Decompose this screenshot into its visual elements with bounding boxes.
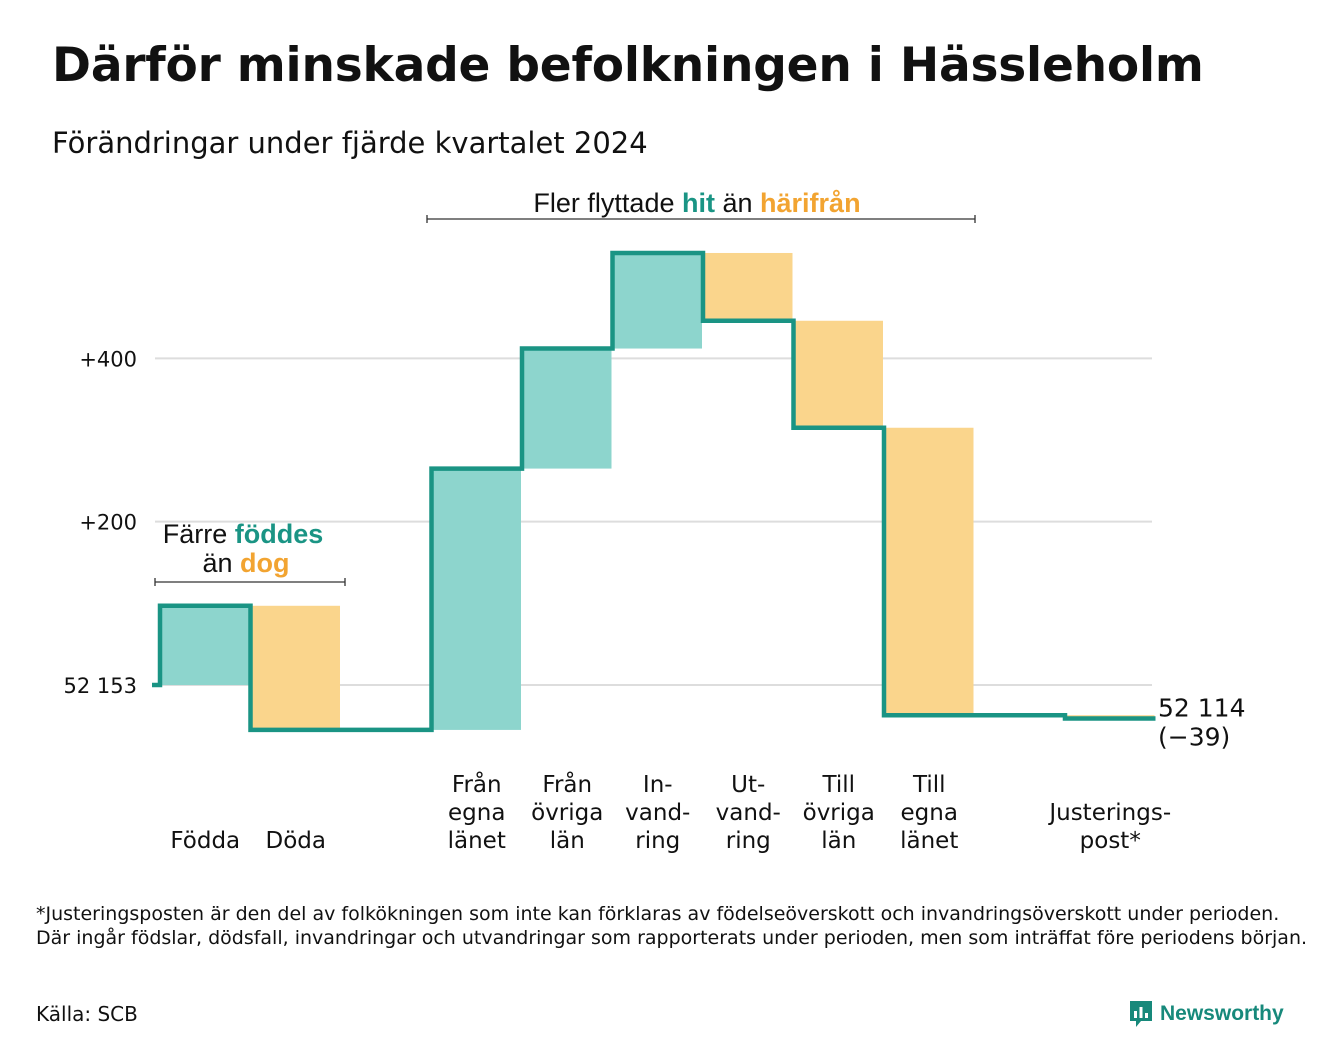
migration-annotation-bracket [426,215,976,223]
chart-subtitle: Förändringar under fjärde kvartalet 2024 [52,126,648,160]
births-annotation-line2: än dog [202,548,289,578]
category-label: Döda [266,828,326,854]
category-label: länet [448,828,506,854]
category-label: län [550,828,585,854]
category-label: Från [542,770,592,798]
cumulative-step-line [152,250,1156,733]
newsworthy-logo-icon [1130,1001,1152,1027]
births-annotation-bracket [154,578,346,586]
migration-in-highlight: hit [682,188,715,218]
category-label: övriga [803,800,875,826]
category-label: övriga [531,800,603,826]
category-label: vand- [716,800,781,826]
waterfall-bar [160,605,250,685]
category-label: In- [643,772,673,798]
y-tick-label: +200 [79,511,137,535]
footnote: *Justeringsposten är den del av folkökni… [36,903,1308,949]
end-change-label: (−39) [1158,722,1230,751]
category-label: Till [821,772,855,798]
waterfall-bar [431,468,521,730]
migration-out-highlight: härifrån [760,188,861,218]
category-label: länet [900,828,958,854]
category-label: Födda [170,828,240,854]
category-label: län [821,828,856,854]
category-label: Till [912,772,946,798]
end-value-label: 52 114 [1158,693,1245,722]
category-label: post* [1080,828,1141,854]
category-label: Ut- [731,772,765,798]
migration-annotation: Fler flyttade hit än härifrån [533,188,860,218]
waterfall-bar [612,252,702,349]
category-label: Från [452,770,502,798]
births-highlight: föddes [235,519,324,549]
deaths-highlight: dog [240,548,289,578]
y-tick-label: 52 153 [64,674,137,698]
waterfall-bar [522,348,612,469]
waterfall-bar [250,605,340,730]
category-label: ring [635,828,680,854]
category-label: Justerings- [1047,800,1171,826]
source-note: Källa: SCB [36,1002,138,1026]
category-label: vand- [625,800,690,826]
brand-logo: Newsworthy [1128,997,1284,1031]
y-tick-label: +400 [79,347,137,371]
waterfall-bar [793,320,883,428]
waterfall-bar [703,252,793,321]
category-label: ring [726,828,771,854]
waterfall-bar [884,427,974,716]
brand-name: Newsworthy [1160,1002,1284,1025]
births-annotation-line1: Färre föddes [163,519,324,549]
category-label: egna [448,800,505,826]
category-label: egna [901,800,958,826]
chart-title: Därför minskade befolkningen i Hässlehol… [52,38,1204,93]
